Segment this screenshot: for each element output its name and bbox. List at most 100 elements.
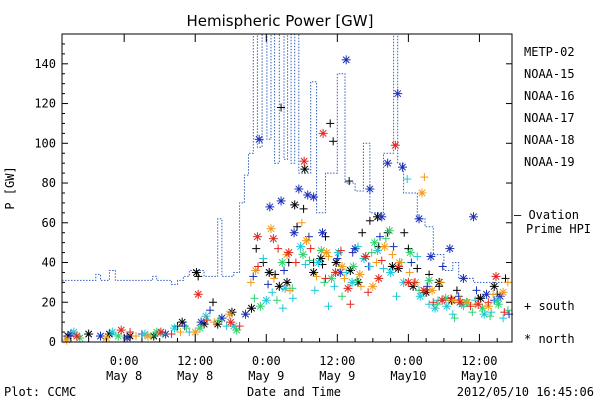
y-tick-label: 100 [34,136,56,150]
north-point [403,277,413,287]
ovation-legend-line2: Prime HPI [526,222,591,236]
north-point [424,275,434,285]
south-point [438,262,447,271]
north-point [334,248,344,258]
south-point [413,264,422,273]
south-point [389,242,398,251]
south-point [203,316,212,325]
north-point [302,236,312,246]
north-point [377,212,387,222]
south-point [400,228,409,237]
south-point [392,292,401,301]
y-tick-label: 40 [42,256,56,270]
legend-entry: NOAA-19 [524,155,575,169]
north-point [373,246,383,256]
x-tick-label-date: May10 [390,369,426,383]
y-tick-label: 120 [34,97,56,111]
north-point [397,162,407,172]
south-point [381,234,390,243]
south-point [432,300,441,309]
x-tick-label-date: May 9 [248,369,284,383]
north-point [383,158,393,168]
south-point [277,103,286,112]
ovation-legend-line1: — Ovation [514,208,579,222]
south-point [489,290,498,299]
north-point [384,226,394,236]
south-point [365,262,374,271]
north-point [395,258,404,268]
south-point [333,254,342,263]
north-point [442,301,452,311]
north-point [426,252,436,262]
north-point [196,317,206,327]
south-point [450,314,459,323]
south-point [326,119,335,128]
north-point [318,128,328,138]
north-point [261,295,271,305]
south-point [367,248,376,257]
south-point [503,278,512,287]
south-point [291,258,300,267]
north-point [316,246,326,256]
north-point [326,273,336,283]
north-point [348,261,358,271]
south-point [484,298,493,307]
north-point [294,184,304,194]
north-point [414,214,424,224]
south-point [321,274,330,283]
north-point [482,289,492,299]
south-point [280,266,289,275]
south-point [500,308,509,317]
north-point [341,55,351,65]
south-point [447,294,456,303]
south-point [182,324,191,333]
south-point [407,258,416,267]
south-point [235,322,244,331]
north-point [177,317,187,327]
north-point [430,303,440,313]
north-point [191,267,201,277]
south-point [468,308,477,317]
y-axis: 0 20 40 60 80 100 120 140 [34,43,512,349]
x-tick-label-time: 12:00 [177,354,213,368]
south-point [354,242,363,251]
north-point [386,267,396,277]
chart-title: Hemispheric Power [GW] [187,12,374,30]
north-point [277,258,287,268]
north-point [290,200,300,210]
ovation-step-line [62,33,512,285]
south-marker-legend: + south [524,299,575,313]
north-point [493,299,503,309]
north-point [448,295,458,305]
north-point [491,271,501,281]
north-point [458,273,468,283]
south-point [288,294,297,303]
south-point [250,294,259,303]
north-point [427,285,437,295]
south-point [394,262,403,271]
north-point [318,228,328,238]
north-point [251,265,261,275]
south-point [454,292,463,301]
y-tick-label: 60 [42,216,56,230]
north-point [255,301,265,311]
north-point [84,329,94,339]
satellite-points [62,55,514,345]
north-point [252,232,262,242]
south-point [375,232,384,241]
south-point [330,282,339,291]
south-point [320,278,329,287]
south-point [340,274,349,283]
south-point [329,137,338,146]
north-point [282,277,292,287]
south-point [425,300,434,309]
north-point [62,335,72,345]
south-point [338,292,347,301]
south-point [299,204,308,213]
south-point [336,246,345,255]
south-point [423,282,432,291]
south-point [208,298,217,307]
north-point [289,228,299,238]
north-point [368,281,378,291]
north-point [361,252,371,262]
